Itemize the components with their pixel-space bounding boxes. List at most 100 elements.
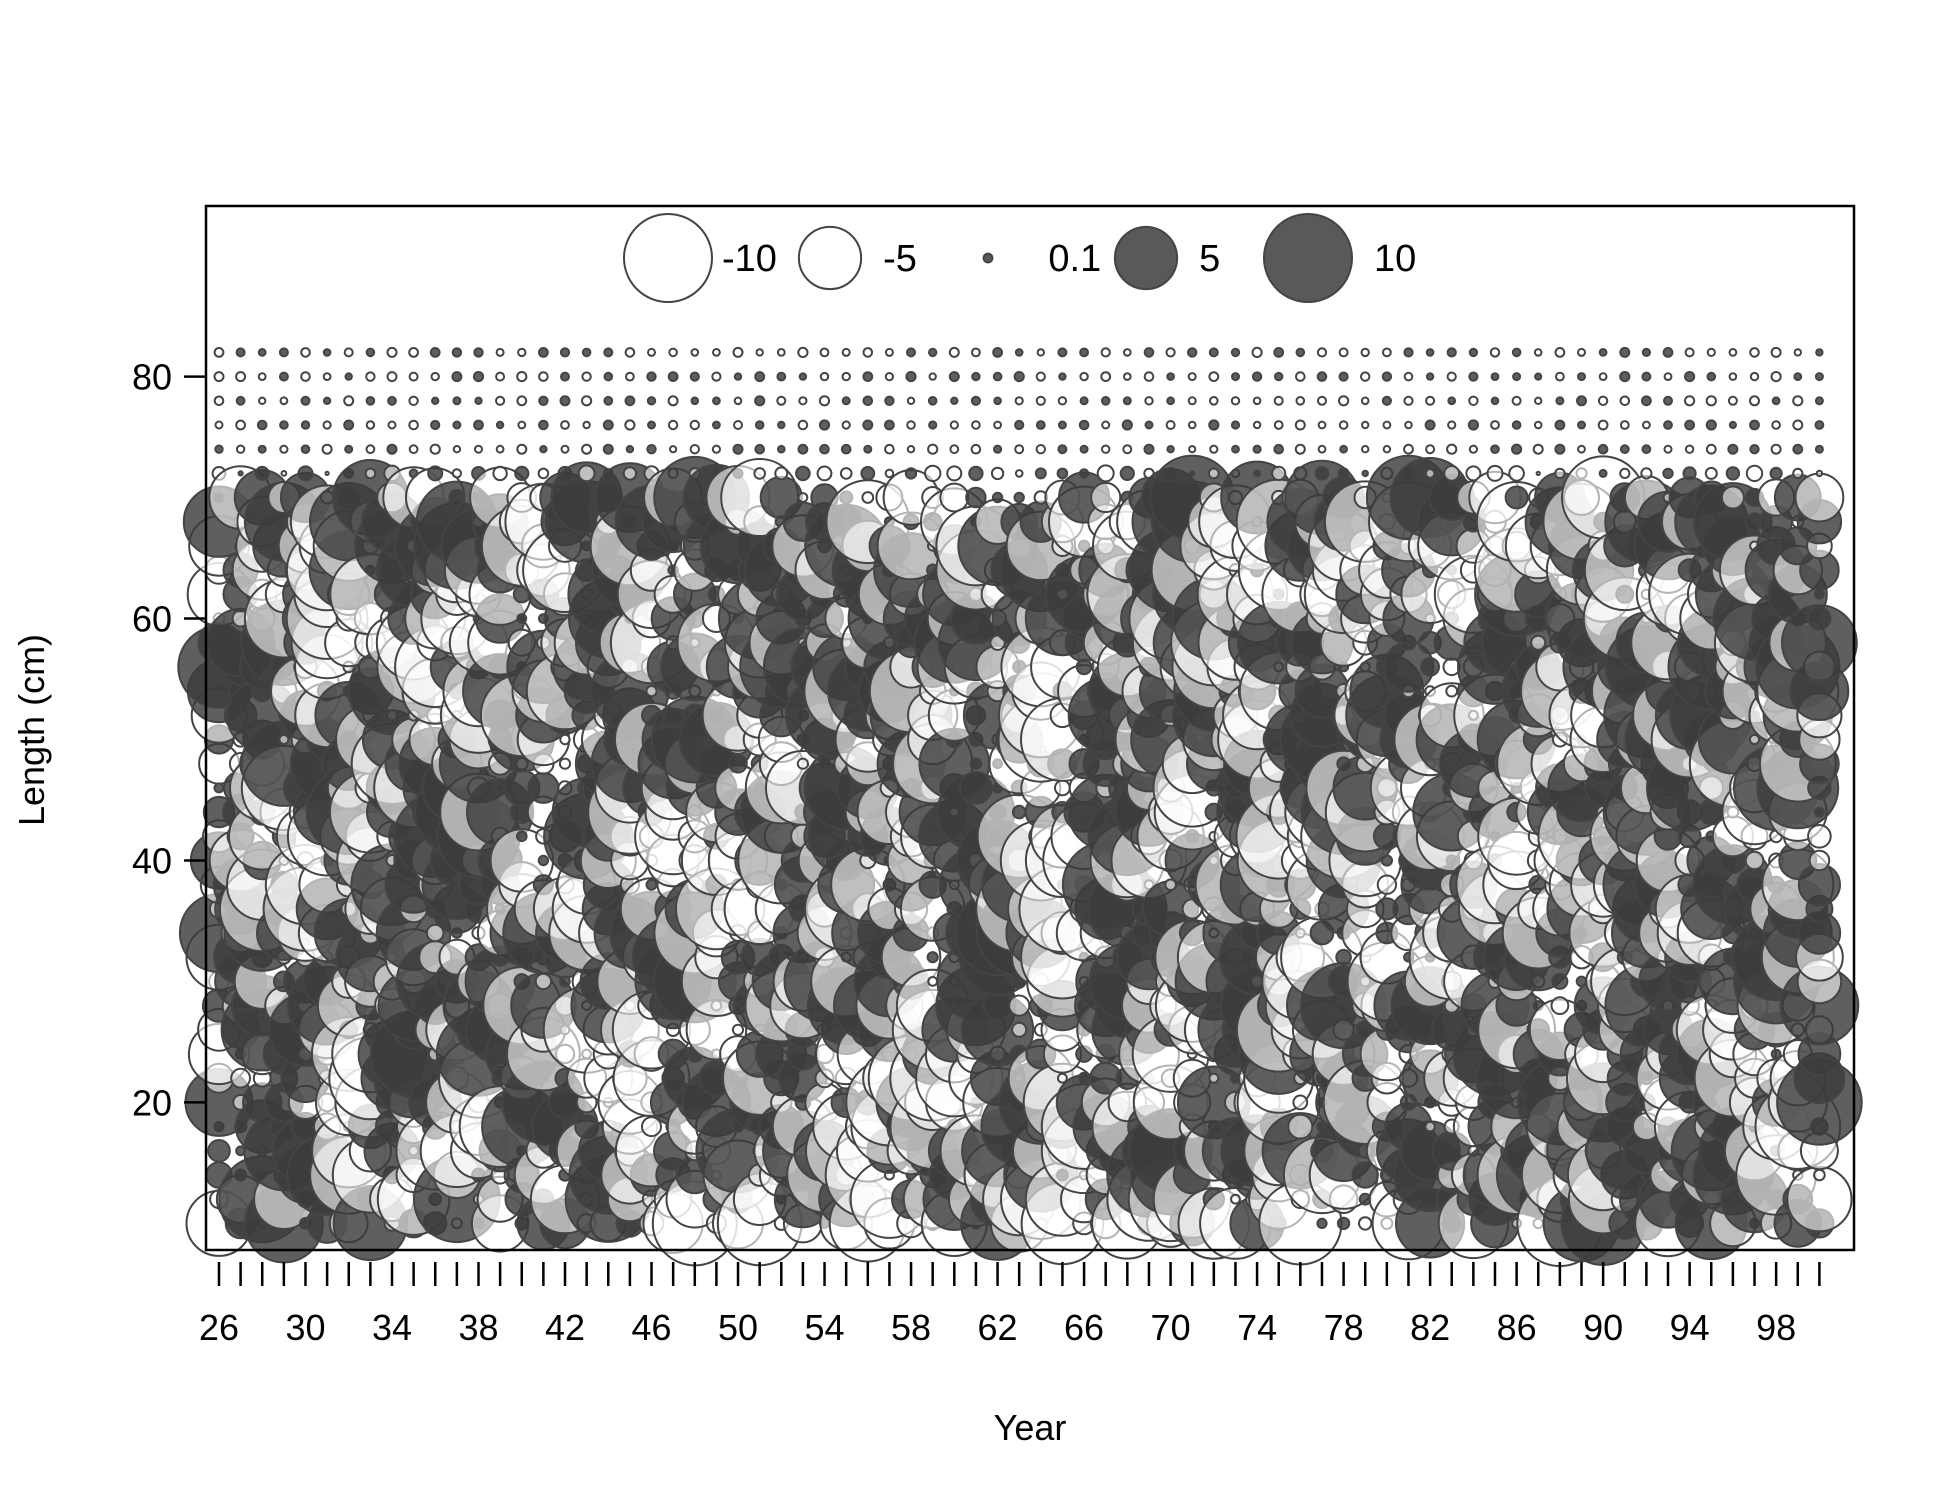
bubble	[1728, 348, 1738, 357]
bubble	[624, 395, 636, 407]
bubble	[733, 420, 743, 430]
bubble	[1077, 1071, 1091, 1085]
bubble	[1598, 348, 1608, 357]
legend-swatch	[1263, 213, 1353, 303]
bubble	[560, 444, 570, 454]
bubble	[1317, 420, 1327, 430]
bubble	[1382, 445, 1392, 454]
bubble	[1468, 347, 1479, 358]
bubble	[1424, 468, 1436, 479]
x-tick-label: 70	[1151, 1307, 1191, 1348]
bubble	[1381, 371, 1393, 382]
bubble	[1252, 420, 1262, 430]
bubble	[645, 878, 658, 891]
x-tick-label: 30	[285, 1307, 325, 1348]
bubble	[1273, 420, 1284, 430]
bubble	[1530, 634, 1547, 651]
bubble	[776, 348, 786, 357]
bubble	[884, 443, 895, 455]
bubble	[1079, 396, 1089, 406]
bubble	[452, 420, 462, 430]
bubble	[237, 470, 244, 477]
bubble	[1252, 396, 1262, 406]
bubble	[1143, 371, 1155, 382]
bubble	[517, 420, 527, 430]
bubble	[971, 420, 981, 430]
x-tick-label: 50	[718, 1307, 758, 1348]
bubble	[1534, 372, 1543, 381]
bubble	[1339, 444, 1348, 454]
bubble	[993, 420, 1002, 430]
bubble	[1403, 347, 1414, 358]
bubble	[495, 444, 505, 454]
bubble	[1508, 465, 1525, 482]
bubble	[1361, 445, 1370, 454]
bubble	[1013, 371, 1025, 383]
bubble	[495, 420, 505, 430]
x-tick-label: 42	[545, 1307, 585, 1348]
bubble	[1274, 371, 1284, 382]
bubble	[1187, 347, 1198, 358]
bubble	[1533, 420, 1543, 430]
bubble	[516, 395, 528, 407]
bubble	[258, 396, 267, 405]
bubble	[1490, 372, 1500, 382]
bubble	[1057, 347, 1068, 358]
bubble	[959, 771, 993, 805]
bubble	[884, 468, 895, 479]
bubble	[1403, 371, 1414, 382]
bubble	[1119, 465, 1135, 481]
bubble	[408, 444, 419, 455]
bubble	[1144, 396, 1154, 406]
bubble	[928, 372, 937, 381]
bubble	[1336, 1216, 1351, 1231]
bubble	[1446, 347, 1457, 358]
bubble	[1122, 396, 1132, 406]
bubble	[904, 467, 918, 480]
bubble	[1728, 420, 1738, 430]
bubble	[452, 445, 462, 454]
bubble	[776, 371, 787, 382]
bubble	[1792, 419, 1804, 431]
bubble	[387, 420, 397, 430]
bubble	[1188, 445, 1197, 454]
bubble	[321, 443, 333, 455]
bubble	[1251, 346, 1263, 358]
bubble	[754, 371, 766, 383]
y-tick-label: 20	[132, 1082, 172, 1123]
bubble	[1706, 347, 1716, 357]
bubble	[537, 854, 550, 867]
bubble	[1100, 371, 1112, 383]
bubble	[207, 1139, 231, 1163]
bubble	[1273, 443, 1284, 455]
bubble	[1057, 420, 1067, 430]
bubble	[1619, 444, 1630, 455]
bubble	[1706, 371, 1717, 382]
bubble	[969, 757, 983, 770]
bubble	[1121, 419, 1133, 431]
bubble	[1813, 806, 1825, 818]
bubble	[1079, 347, 1089, 358]
bubble	[322, 372, 332, 382]
x-axis: 26 30 34 38 42 46 50 54 58 62 66 70 74 78 82 86 90 94 98	[199, 1262, 1821, 1348]
bubble	[646, 371, 657, 382]
bubble	[1619, 371, 1631, 383]
bubble	[1490, 420, 1500, 430]
bubble	[1512, 372, 1522, 382]
bubble	[1727, 395, 1738, 406]
bubble	[1577, 444, 1586, 454]
bubble	[1271, 465, 1287, 481]
bubble	[927, 396, 938, 406]
bubble	[1287, 1113, 1314, 1140]
legend-swatch	[982, 252, 994, 264]
bubble	[365, 396, 376, 406]
bubble	[1295, 371, 1306, 382]
bubble	[278, 734, 290, 745]
bubble	[753, 467, 767, 480]
bubble	[1316, 1217, 1328, 1230]
bubble	[861, 491, 875, 504]
bubble	[1663, 395, 1673, 406]
bubble	[1551, 972, 1569, 990]
bubble	[1338, 347, 1349, 358]
bubble	[1577, 420, 1586, 430]
